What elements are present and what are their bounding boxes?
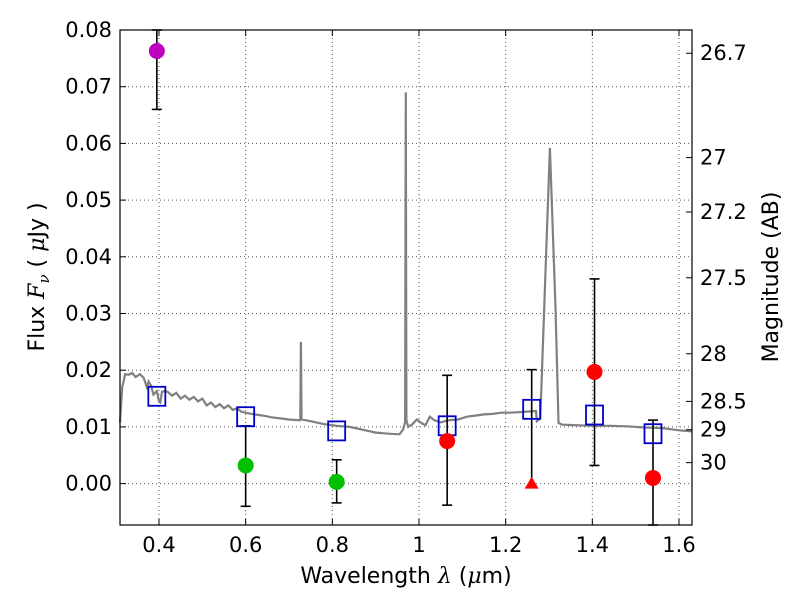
magnitude-tick-label: 28.5 xyxy=(700,389,747,413)
magnitude-tick-label: 28 xyxy=(700,342,727,366)
magnitude-tick-label: 26.7 xyxy=(700,41,747,65)
model-spectrum-layer xyxy=(118,92,693,436)
x-tick-label: 0.8 xyxy=(316,533,349,557)
model-photometry-point xyxy=(147,385,167,407)
magnitude-tick-label: 27 xyxy=(700,146,727,170)
y-tick-label: 0.01 xyxy=(65,415,112,439)
magnitude-tick-label: 29 xyxy=(700,418,727,442)
y-axis-label: Flux Fν ( μJy ) xyxy=(25,202,53,351)
model-photometry-point xyxy=(643,423,663,445)
x-ticks: 0.4 0.6 0.8 1 1.2 1.4 1.6 xyxy=(142,30,696,557)
y-tick-label: 0.03 xyxy=(65,302,112,326)
magnitude-axis-label: Magnitude (AB) xyxy=(759,192,784,363)
observed-point-upper-limit xyxy=(524,476,539,489)
observed-markers xyxy=(148,42,661,490)
y-tick-label: 0.06 xyxy=(65,131,112,155)
magnitude-tick-label: 30 xyxy=(700,451,727,475)
magnitude-tick-label: 27.5 xyxy=(700,266,747,290)
model-photometry-point xyxy=(236,406,256,428)
y-tick-label: 0.02 xyxy=(65,358,112,382)
y-tick-label: 0.08 xyxy=(65,18,112,42)
model-photometry-point xyxy=(585,404,604,426)
x-tick-label: 1.2 xyxy=(489,533,522,557)
y-tick-label: 0.07 xyxy=(65,75,112,99)
x-tick-label: 0.6 xyxy=(229,533,262,557)
observed-point xyxy=(328,473,345,490)
x-tick-label: 1.4 xyxy=(576,533,609,557)
observed-point xyxy=(645,469,661,486)
x-tick-label: 1 xyxy=(412,533,425,557)
y-ticks: 0.00 0.01 0.02 0.03 0.04 0.05 0.06 0.07 0.08 xyxy=(65,18,126,496)
x-axis-label: Wavelength λ (μm) xyxy=(300,564,511,589)
x-tick-label: 1.6 xyxy=(662,533,695,557)
y-tick-label: 0.05 xyxy=(65,188,112,212)
observed-point xyxy=(586,363,603,380)
model-photometry-point xyxy=(327,420,347,442)
y-tick-label: 0.04 xyxy=(65,245,112,269)
y-tick-label: 0.00 xyxy=(65,472,112,496)
x-tick-label: 0.4 xyxy=(142,533,175,557)
observed-point xyxy=(439,433,456,450)
magnitude-ticks: 26.7 27 27.2 27.5 28 28.5 29 30 xyxy=(686,41,747,475)
magnitude-tick-label: 27.2 xyxy=(700,200,747,224)
model-photometry-point xyxy=(522,398,542,420)
model-spectrum-line xyxy=(118,92,693,436)
observed-point xyxy=(148,42,165,59)
observed-point xyxy=(237,457,254,474)
